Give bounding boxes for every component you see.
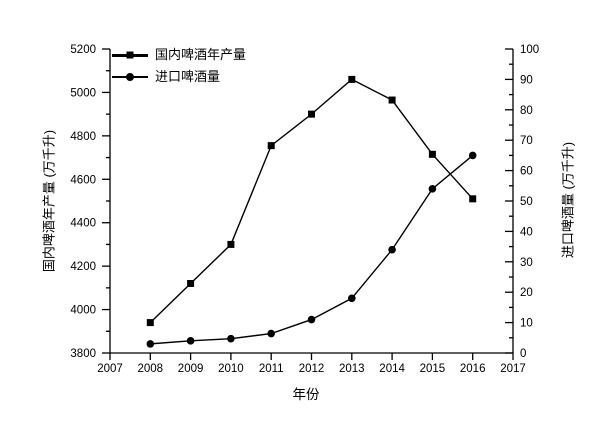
left-tick-label: 4200 <box>70 261 96 273</box>
left-tick-label: 4400 <box>70 218 96 230</box>
data-point-circle <box>186 337 195 345</box>
left-tick-label: 5200 <box>70 44 96 56</box>
data-point-circle <box>388 245 396 254</box>
x-tick-label: 2010 <box>218 363 244 375</box>
x-tick-label: 2008 <box>138 363 164 375</box>
right-tick-label: 20 <box>520 287 533 299</box>
data-point-square <box>267 142 275 150</box>
x-tick-label: 2015 <box>420 363 446 375</box>
data-point-circle <box>307 315 316 324</box>
data-point-circle <box>227 334 235 343</box>
left-tick-label: 3800 <box>70 348 96 360</box>
right-tick-label: 50 <box>520 196 533 208</box>
data-point-circle <box>348 294 356 303</box>
right-tick-label: 40 <box>520 226 533 238</box>
data-point-circle <box>468 151 477 160</box>
x-tick-label: 2012 <box>299 363 325 375</box>
x-tick-label: 2014 <box>379 363 405 375</box>
data-point-circle <box>428 185 437 193</box>
x-tick-label: 2009 <box>178 363 204 375</box>
left-tick-label: 4000 <box>70 305 96 317</box>
data-point-square <box>428 150 436 158</box>
left-tick-label: 4600 <box>70 174 96 186</box>
data-point-square <box>227 240 235 248</box>
data-point-circle <box>267 329 276 338</box>
x-tick-label: 2016 <box>460 363 486 375</box>
right-tick-label: 30 <box>520 257 533 269</box>
data-point-circle <box>146 340 155 348</box>
data-point-square <box>187 280 195 288</box>
right-tick-label: 100 <box>520 44 539 56</box>
data-point-square <box>469 195 477 203</box>
data-point-square <box>146 319 154 327</box>
x-tick-label: 2007 <box>97 363 123 375</box>
x-tick-label: 2013 <box>339 363 365 375</box>
right-tick-label: 80 <box>520 105 533 117</box>
right-tick-label: 90 <box>520 74 533 86</box>
left-tick-label: 4800 <box>70 131 96 143</box>
right-tick-label: 10 <box>520 318 533 330</box>
right-tick-label: 70 <box>520 135 533 147</box>
data-point-square <box>388 96 396 104</box>
x-tick-label: 2011 <box>259 363 284 375</box>
data-point-square <box>308 110 315 118</box>
series-line-circle <box>150 154 474 345</box>
x-tick-label: 2017 <box>500 363 526 375</box>
left-tick-label: 5000 <box>70 87 96 99</box>
data-point-square <box>348 75 356 83</box>
right-tick-label: 0 <box>520 348 526 360</box>
right-tick-label: 60 <box>520 166 533 178</box>
